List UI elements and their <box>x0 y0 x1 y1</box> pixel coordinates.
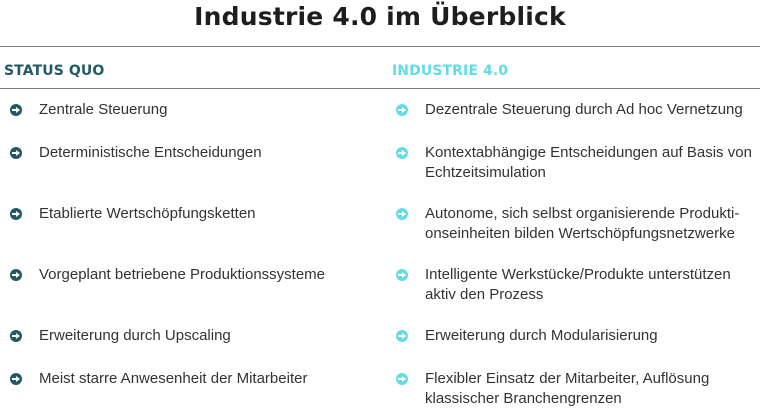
industrie-item-text: Erweiterung durch Modularisierung <box>425 327 658 344</box>
arrow-circle-icon <box>396 369 412 389</box>
arrow-circle-icon <box>10 100 26 120</box>
status-quo-item-4: Vorgeplant betriebene Produktionssysteme <box>10 265 370 285</box>
status-quo-item-text: Etablierte Wertschöpfungsketten <box>39 205 256 222</box>
status-quo-item-3: Etablierte Wertschöpfungsketten <box>10 204 370 224</box>
industrie-item-4: Intelligente Werkstücke/Produkte unterst… <box>396 265 758 305</box>
industrie-item-text: Autonome, sich selbst organisierende Pro… <box>425 205 740 242</box>
status-quo-item-text: Zentrale Steuerung <box>39 101 168 118</box>
status-quo-item-text: Vorgeplant betriebene Produktionssysteme <box>39 266 326 283</box>
page-title: Industrie 4.0 im Überblick <box>194 2 566 31</box>
status-quo-heading: STATUS QUO <box>4 63 105 79</box>
arrow-circle-icon <box>10 143 26 163</box>
arrow-circle-icon <box>10 204 26 224</box>
arrow-circle-icon <box>396 265 412 285</box>
arrow-circle-icon <box>396 143 412 163</box>
industrie-item-text: Intelligente Werkstücke/Produkte unterst… <box>425 266 731 303</box>
status-quo-item-text: Deterministische Entscheidungen <box>39 144 262 161</box>
status-quo-item-5: Erweiterung durch Upscaling <box>10 326 370 346</box>
industrie-item-3: Autonome, sich selbst organisierende Pro… <box>396 204 758 244</box>
arrow-circle-icon <box>396 100 412 120</box>
industrie-item-text: Flexibler Einsatz der Mitarbeiter, Auflö… <box>425 370 710 407</box>
status-quo-item-text: Erweiterung durch Upscaling <box>39 327 231 344</box>
header-divider <box>0 88 760 89</box>
status-quo-item-text: Meist starre Anwesenheit der Mitarbeiter <box>39 370 308 387</box>
status-quo-item-2: Deterministische Entscheidungen <box>10 143 370 163</box>
industrie-item-text: Kontextabhängige Entscheidungen auf Basi… <box>425 144 752 181</box>
industrie-4-0-heading: INDUSTRIE 4.0 <box>392 63 509 79</box>
arrow-circle-icon <box>396 204 412 224</box>
industrie-item-text: Dezentrale Steuerung durch Ad hoc Vernet… <box>425 101 743 118</box>
status-quo-item-6: Meist starre Anwesenheit der Mitarbeiter <box>10 369 370 389</box>
arrow-circle-icon <box>10 265 26 285</box>
status-quo-item-1: Zentrale Steuerung <box>10 100 370 120</box>
industrie-item-6: Flexibler Einsatz der Mitarbeiter, Auflö… <box>396 369 758 409</box>
arrow-circle-icon <box>10 369 26 389</box>
industrie-item-1: Dezentrale Steuerung durch Ad hoc Vernet… <box>396 100 758 120</box>
arrow-circle-icon <box>10 326 26 346</box>
industrie-item-2: Kontextabhängige Entscheidungen auf Basi… <box>396 143 758 183</box>
top-divider <box>0 46 760 47</box>
industrie-item-5: Erweiterung durch Modularisierung <box>396 326 758 346</box>
arrow-circle-icon <box>396 326 412 346</box>
